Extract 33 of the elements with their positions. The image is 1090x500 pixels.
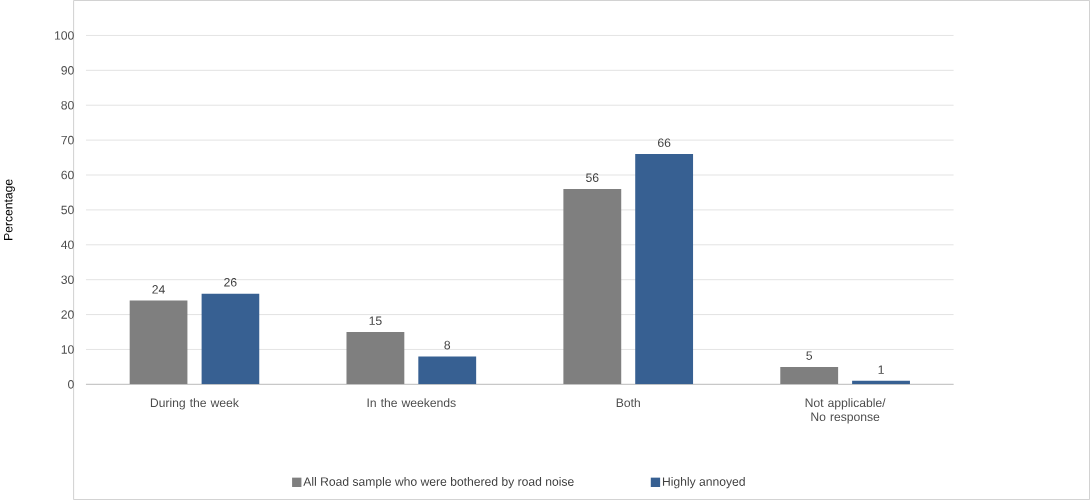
data-label: 66: [658, 138, 671, 148]
bar: [563, 188, 622, 385]
x-tick-label: Both: [616, 398, 640, 408]
y-tick-label: 40: [61, 240, 74, 250]
bar: [129, 300, 188, 385]
y-tick-label: 50: [61, 205, 74, 215]
y-tick-label: 90: [61, 66, 74, 75]
x-tick-label: During the week: [150, 398, 239, 410]
legend-label: Highly annoyed: [662, 476, 745, 489]
y-tick-label: 0: [68, 380, 74, 389]
bar: [201, 293, 260, 385]
x-tick-label: Not applicable/ No response: [805, 398, 886, 424]
y-axis-title: Percentage: [4, 179, 15, 240]
y-tick-label: 80: [61, 100, 74, 110]
data-label: 5: [806, 351, 813, 360]
y-tick-label: 10: [61, 345, 74, 354]
y-tick-label: 60: [61, 170, 74, 180]
x-tick-label: In the weekends: [367, 398, 456, 408]
data-label: 56: [586, 173, 599, 182]
data-label: 24: [152, 285, 165, 294]
bar: [346, 332, 405, 385]
data-label: 26: [224, 278, 237, 287]
y-tick-label: 30: [61, 275, 74, 284]
y-tick-label: 100: [54, 31, 74, 40]
y-tick-label: 20: [61, 310, 74, 319]
bar: [635, 154, 694, 385]
legend-label: All Road sample who were bothered by road noise: [303, 476, 574, 489]
data-label: 1: [878, 365, 884, 374]
data-label: 8: [444, 340, 451, 350]
y-tick-label: 70: [61, 135, 74, 145]
bar: [780, 366, 839, 385]
bar: [418, 356, 477, 385]
data-label: 15: [369, 316, 382, 325]
